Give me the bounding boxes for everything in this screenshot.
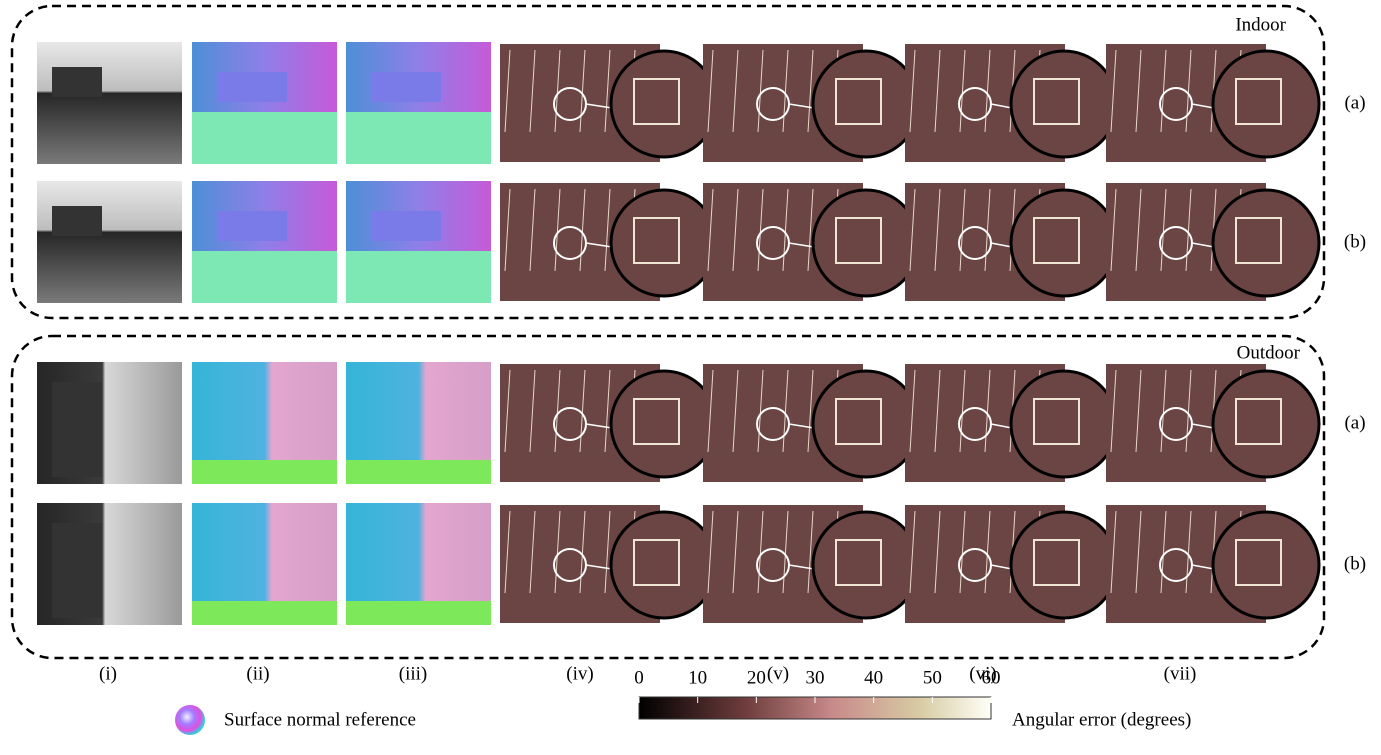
zoom-circle xyxy=(1011,512,1117,618)
depth-map xyxy=(37,42,182,164)
zoom-circle xyxy=(1011,51,1117,157)
zoom-circle xyxy=(813,371,919,477)
piano xyxy=(371,72,441,102)
column-label: (i) xyxy=(99,663,117,684)
row-label: (b) xyxy=(1344,553,1366,574)
normal-floor xyxy=(346,460,491,484)
normal-sphere xyxy=(175,705,205,735)
normal-floor xyxy=(346,112,491,164)
zoom-circle xyxy=(611,512,717,618)
column-label: (iii) xyxy=(399,663,428,684)
zoom-circle xyxy=(813,51,919,157)
colorbar-tick-label: 50 xyxy=(923,667,942,688)
panel-label: Outdoor xyxy=(1237,342,1301,363)
column-label: (vii) xyxy=(1164,663,1197,684)
piano xyxy=(371,211,441,241)
colorbar-tick-label: 0 xyxy=(634,667,644,688)
zoom-circle xyxy=(611,51,717,157)
piano xyxy=(217,211,287,241)
panel-label: Indoor xyxy=(1235,14,1286,35)
colorbar-tick-label: 40 xyxy=(864,667,883,688)
column-label: (iv) xyxy=(566,663,593,684)
normal-floor xyxy=(346,601,491,625)
zoom-circle xyxy=(1011,371,1117,477)
depth-map xyxy=(37,181,182,303)
colorbar-tick-label: 20 xyxy=(747,667,766,688)
normal-floor xyxy=(192,112,337,164)
depth-object xyxy=(52,206,102,236)
row-label: (a) xyxy=(1344,412,1365,433)
figure: Indoor Outdoor Surface normal reference … xyxy=(0,0,1381,750)
zoom-circle xyxy=(813,190,919,296)
normal-floor xyxy=(192,601,337,625)
colorbar-tick-label: 60 xyxy=(982,667,1001,688)
zoom-circle xyxy=(1213,512,1319,618)
normal-floor xyxy=(192,460,337,484)
depth-object xyxy=(52,523,102,618)
zoom-circle xyxy=(813,512,919,618)
zoom-circle xyxy=(611,371,717,477)
colorbar-label: Angular error (degrees) xyxy=(1012,709,1191,730)
legend-label: Surface normal reference xyxy=(224,709,416,730)
zoom-circle xyxy=(611,190,717,296)
column-label: (v) xyxy=(767,663,789,684)
normal-floor xyxy=(192,251,337,303)
zoom-circle xyxy=(1213,190,1319,296)
row-label: (a) xyxy=(1344,92,1365,113)
zoom-circle xyxy=(1213,371,1319,477)
row-label: (b) xyxy=(1344,231,1366,252)
column-label: (ii) xyxy=(246,663,269,684)
colorbar-tick-label: 30 xyxy=(806,667,825,688)
depth-object xyxy=(52,67,102,97)
piano xyxy=(217,72,287,102)
zoom-circle xyxy=(1213,51,1319,157)
colorbar-tick-label: 10 xyxy=(688,667,707,688)
depth-object xyxy=(52,382,102,477)
normal-floor xyxy=(346,251,491,303)
zoom-circle xyxy=(1011,190,1117,296)
